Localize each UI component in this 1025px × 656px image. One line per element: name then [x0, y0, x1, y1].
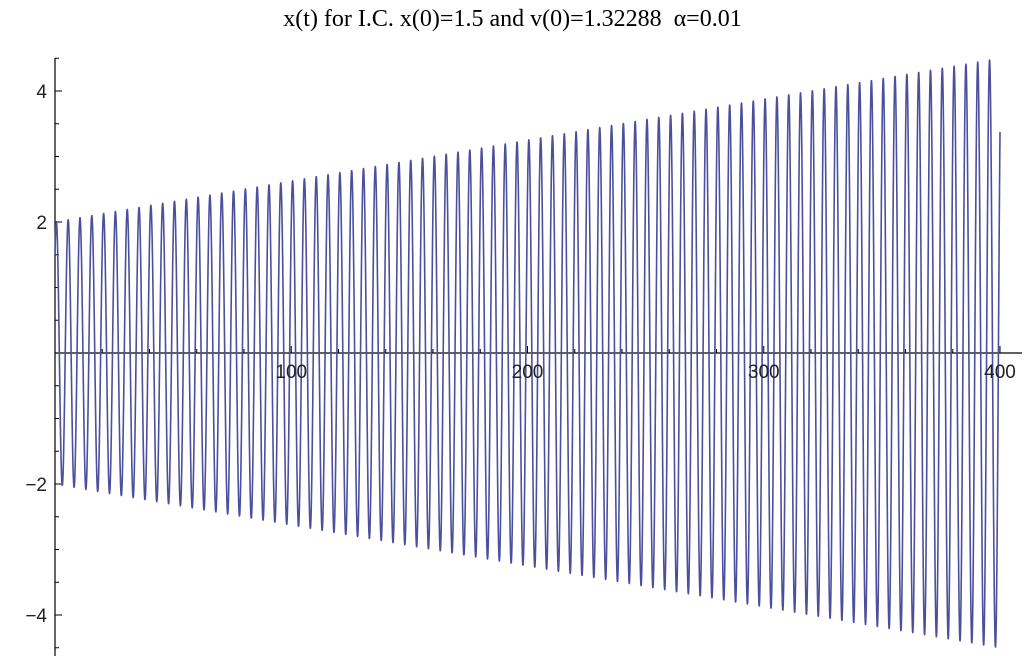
series-layer	[54, 59, 1001, 648]
y-tick-label: −4	[25, 606, 47, 627]
chart-title: x(t) for I.C. x(0)=1.5 and v(0)=1.32288 …	[283, 6, 742, 32]
x-tick-label: 100	[275, 362, 307, 383]
x-tick-label: 300	[748, 362, 780, 383]
x-tick-label: 200	[512, 362, 544, 383]
y-tick-label: −2	[25, 475, 47, 496]
series-line-0	[54, 59, 1001, 648]
tick-labels: 100 200 300 400 −4 −2 2 4	[25, 82, 1016, 627]
axes	[54, 57, 1022, 656]
y-tick-label: 4	[36, 82, 47, 103]
x-tick-label: 400	[984, 362, 1016, 383]
y-tick-label: 2	[36, 213, 47, 234]
